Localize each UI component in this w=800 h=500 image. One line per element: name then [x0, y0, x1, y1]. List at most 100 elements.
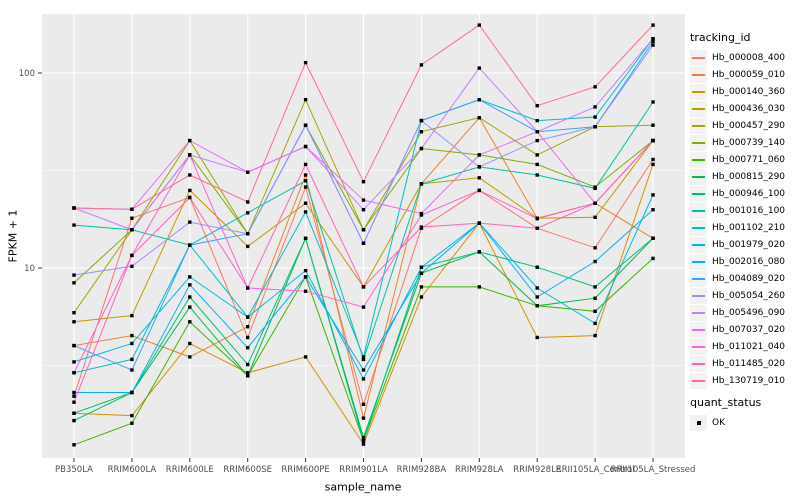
legend-item: Hb_000140_360 [690, 83, 785, 100]
data-point [419, 130, 424, 134]
data-point [477, 116, 481, 120]
data-point [188, 341, 192, 346]
data-point [477, 188, 481, 193]
data-point [477, 153, 481, 157]
x-axis-tick-label: RRIM928BA [397, 465, 447, 475]
y-axis-title: FPKM + 1 [6, 209, 20, 263]
legend-item-label: Hb_000008_400 [712, 52, 786, 63]
data-point [651, 236, 655, 240]
legend-item: Hb_002016_080 [690, 253, 785, 270]
data-point [246, 325, 250, 329]
data-point [303, 289, 308, 293]
data-point [535, 286, 539, 290]
data-point [419, 295, 424, 299]
legend-item: Hb_000771_060 [690, 151, 785, 168]
data-point [130, 313, 134, 318]
data-point [651, 256, 655, 261]
data-point [651, 123, 655, 127]
data-point [593, 309, 597, 313]
data-point [130, 413, 134, 418]
data-point [188, 275, 192, 279]
legend-item: Hb_005496_090 [690, 304, 785, 321]
x-axis-tick-label: RRIM928LA [455, 465, 504, 475]
data-point [72, 320, 76, 324]
x-axis-tick-label: RRII105LA_Control [556, 465, 635, 475]
data-point [651, 157, 655, 162]
data-point [477, 285, 481, 289]
legend-title-quant-status: quant_status [690, 396, 762, 409]
legend-item: Hb_007037_020 [690, 321, 785, 338]
data-point [130, 228, 134, 232]
data-point [477, 250, 481, 254]
legend-item-label: Hb_011485_020 [712, 358, 786, 369]
legend-color-line-icon [692, 311, 705, 314]
legend-item: Hb_000457_290 [690, 117, 785, 134]
legend-key [690, 100, 707, 117]
legend-item: Hb_001979_020 [690, 236, 785, 253]
legend-item-label: Hb_000946_100 [712, 188, 786, 199]
x-axis-tick-label: RRIM600LA [108, 465, 157, 475]
legend-item: Hb_004089_020 [690, 270, 785, 287]
data-point [419, 118, 424, 123]
data-point [535, 153, 539, 157]
data-point [303, 275, 308, 279]
data-point [361, 180, 366, 184]
data-point [246, 335, 250, 340]
data-point [419, 225, 424, 229]
data-point [303, 268, 308, 273]
data-point [72, 223, 76, 227]
quant-ok-label: OK [712, 417, 725, 428]
legend-item-label: Hb_004089_020 [712, 273, 786, 284]
legend-item-label: Hb_011021_040 [712, 341, 786, 352]
legend-color-line-icon [692, 56, 705, 59]
y-axis-tick-label: 10 [24, 264, 35, 274]
legend-item-label: Hb_001016_100 [712, 205, 786, 216]
legend-item: Hb_000436_030 [690, 100, 785, 117]
legend-color-line-icon [692, 260, 705, 263]
x-axis-tick-label: RRIM600SE [223, 465, 272, 475]
data-point [246, 346, 250, 350]
legend-color-line-icon [692, 73, 705, 76]
data-point [535, 335, 539, 340]
legend-color-line-icon [692, 192, 705, 195]
data-point [72, 311, 76, 315]
data-point [130, 357, 134, 362]
data-point [593, 246, 597, 250]
legend-item: Hb_011485_020 [690, 355, 785, 372]
data-point [593, 321, 597, 326]
legend-key [690, 372, 707, 389]
data-point [130, 368, 134, 372]
data-point [361, 241, 366, 245]
quant-ok-key [690, 414, 707, 431]
data-point [130, 341, 134, 346]
legend-key [690, 49, 707, 66]
legend-color-line-icon [692, 90, 705, 93]
data-point [188, 188, 192, 193]
legend-item: Hb_000815_290 [690, 168, 785, 185]
legend-key [690, 151, 707, 168]
legend-item-label: Hb_000059_010 [712, 69, 786, 80]
data-point [535, 304, 539, 308]
legend-color-line-icon [692, 277, 705, 280]
data-point [593, 85, 597, 89]
data-point [303, 201, 308, 205]
data-point [477, 176, 481, 180]
legend-color-line-icon [692, 345, 705, 348]
data-point [651, 100, 655, 104]
data-point [593, 296, 597, 300]
legend-item-label: Hb_005496_090 [712, 307, 786, 318]
data-point [303, 355, 308, 359]
legend-color-line-icon [692, 243, 705, 246]
legend-color-line-icon [692, 328, 705, 331]
data-point [593, 115, 597, 119]
data-point [593, 215, 597, 219]
data-point [593, 125, 597, 129]
legend-item: Hb_000739_140 [690, 134, 785, 151]
legend-key [690, 219, 707, 236]
legend-item: Hb_001102_210 [690, 219, 785, 236]
legend-color-line-icon [692, 209, 705, 212]
data-point [593, 285, 597, 289]
data-point [535, 104, 539, 108]
data-point [72, 390, 76, 395]
